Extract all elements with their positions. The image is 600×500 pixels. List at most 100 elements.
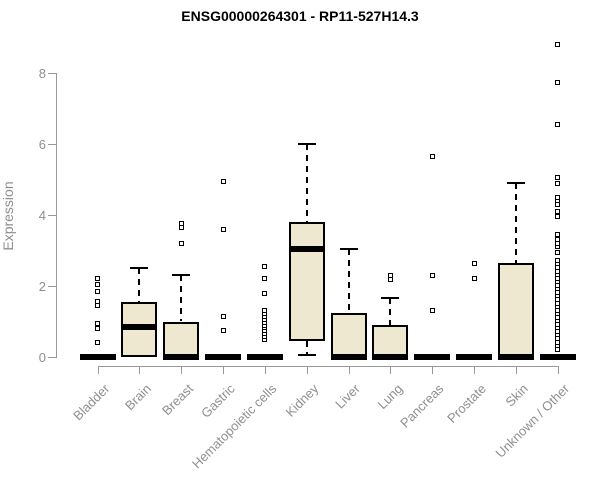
whisker-lower: [305, 341, 308, 356]
median-line: [372, 354, 409, 360]
y-tick-label: 8: [38, 66, 46, 81]
outlier-point: [95, 326, 100, 332]
whisker-upper: [180, 275, 183, 322]
y-axis-tick: [48, 215, 56, 216]
outlier-point: [387, 272, 393, 278]
x-category-label: Skin: [502, 381, 531, 410]
whisker-lower-cap: [297, 354, 316, 357]
outlier-point: [178, 240, 184, 246]
whisker-upper: [515, 183, 517, 263]
x-axis-tick: [223, 365, 225, 374]
outlier-point: [95, 320, 100, 326]
outlier-point: [555, 42, 561, 48]
x-category-label: Bladder: [69, 381, 113, 424]
collapsed-box-bar: [205, 354, 242, 360]
outlier-point: [220, 226, 226, 232]
x-category-label: Pancreas: [397, 381, 447, 431]
whisker-upper: [138, 268, 141, 302]
x-axis-line: [97, 365, 559, 367]
whisker-upper-cap: [381, 297, 400, 300]
outlier-point: [262, 290, 268, 296]
y-axis-line: [56, 73, 57, 358]
y-axis-tick: [48, 73, 56, 74]
chart-title: ENSG00000264301 - RP11-527H14.3: [181, 8, 419, 24]
y-tick-label: 2: [38, 279, 46, 294]
outlier-point: [555, 257, 561, 263]
outlier-point: [429, 308, 435, 314]
median-line: [121, 323, 158, 330]
outlier-point: [471, 261, 477, 267]
whisker-upper-cap: [297, 143, 316, 145]
collapsed-box-bar: [539, 354, 576, 360]
y-axis-tick: [48, 286, 56, 287]
outlier-point: [555, 181, 561, 187]
x-axis-tick: [139, 365, 141, 374]
outlier-point: [95, 299, 100, 305]
x-axis-tick: [474, 365, 476, 374]
y-axis-tick: [48, 144, 56, 145]
x-axis-tick: [181, 365, 183, 374]
median-line: [288, 245, 325, 252]
collapsed-box-bar: [414, 354, 451, 360]
outlier-point: [220, 178, 226, 184]
y-tick-label: 6: [38, 137, 46, 152]
x-axis-tick: [97, 365, 99, 374]
outlier-point: [262, 263, 268, 269]
box-iqr: [498, 262, 534, 357]
x-axis-tick: [306, 365, 308, 374]
collapsed-box-bar: [79, 354, 116, 360]
outlier-point: [95, 276, 100, 282]
outlier-point: [555, 232, 561, 238]
x-axis-tick: [264, 365, 266, 374]
outlier-point: [220, 327, 226, 333]
x-axis-tick: [390, 365, 392, 374]
outlier-point: [555, 80, 561, 86]
whisker-upper: [347, 248, 350, 313]
outlier-point: [555, 121, 561, 127]
collapsed-box-bar: [246, 354, 283, 360]
y-axis-label: Expression: [0, 181, 16, 251]
outlier-point: [555, 208, 561, 214]
median-line: [330, 354, 367, 360]
x-category-label: Kidney: [282, 381, 322, 420]
outlier-point: [220, 313, 226, 319]
x-category-label: Lung: [374, 381, 406, 413]
x-category-label: Liver: [332, 381, 364, 412]
outlier-point: [429, 153, 435, 159]
whisker-upper-cap: [172, 274, 191, 277]
x-category-label: Unknown / Other: [492, 381, 573, 461]
outlier-point: [555, 237, 561, 243]
outlier-point: [95, 281, 100, 287]
outlier-point: [555, 194, 561, 200]
x-axis-tick: [432, 365, 434, 374]
outlier-point: [95, 340, 100, 346]
y-tick-label: 4: [38, 208, 46, 223]
collapsed-box-bar: [456, 354, 493, 360]
y-tick-label: 0: [38, 350, 46, 365]
whisker-upper-cap: [507, 182, 525, 185]
x-axis-tick: [516, 365, 517, 374]
whisker-upper-cap: [339, 247, 358, 250]
median-line: [498, 354, 534, 360]
outlier-point: [471, 276, 477, 282]
x-axis-tick: [348, 365, 350, 374]
box-iqr: [330, 312, 367, 357]
outlier-point: [95, 288, 100, 294]
whisker-upper: [389, 298, 392, 326]
box-iqr: [163, 321, 200, 357]
outlier-point: [429, 272, 435, 278]
whisker-upper-cap: [130, 267, 149, 270]
x-axis-tick: [557, 365, 559, 374]
x-category-label: Brain: [121, 381, 154, 414]
whisker-upper: [305, 144, 308, 223]
outlier-point: [387, 277, 393, 283]
median-line: [163, 354, 200, 360]
x-category-label: Breast: [158, 381, 196, 419]
y-axis-tick: [48, 357, 56, 358]
box-iqr: [288, 222, 325, 342]
x-category-label: Gastric: [197, 381, 238, 421]
outlier-point: [555, 214, 561, 220]
outlier-point: [555, 175, 561, 181]
outlier-point: [555, 249, 561, 255]
